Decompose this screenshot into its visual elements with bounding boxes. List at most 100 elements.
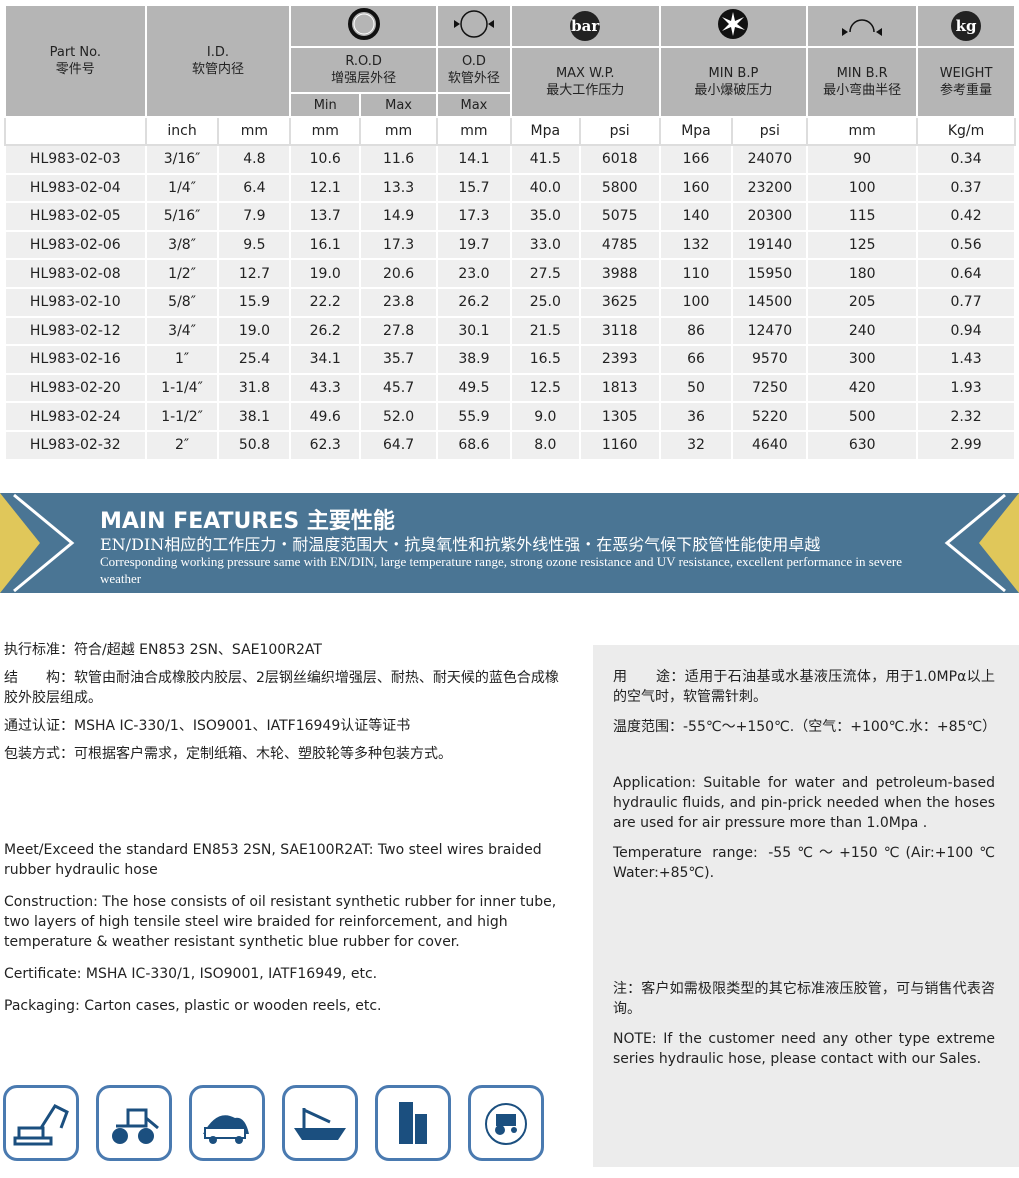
table-row: HL983-02-08 1/2″ 12.7 19.0 20.6 23.0 27.5 3988 1… xyxy=(4,258,1016,289)
value-cell: 180 xyxy=(806,258,919,289)
od-icon xyxy=(435,4,512,48)
value-cell: 6018 xyxy=(578,144,661,175)
application-zh: 用 途：适用于石油基或水基液压流体，用于1.0MPα以上的空气时，软管需针刺。 xyxy=(613,669,995,705)
value-cell: 9.5 xyxy=(217,229,292,261)
value-cell: 3/4″ xyxy=(144,315,220,347)
value-cell: 9570 xyxy=(731,344,809,375)
value-cell: 0.37 xyxy=(916,172,1016,204)
value-cell: 23.8 xyxy=(359,286,438,318)
value-cell: 12470 xyxy=(731,315,809,347)
value-cell: 1-1/2″ xyxy=(144,401,220,432)
unit-cell: Mpa xyxy=(509,116,581,146)
kg-icon: kg xyxy=(916,4,1016,48)
banner-zh: EN/DIN相应的工作压力・耐温度范围大・抗臭氧性和抗紫外线性强・在恶劣气候下胶… xyxy=(100,535,821,554)
spec-en-standard: Meet/Exceed the standard EN853 2SN, SAE1… xyxy=(4,842,542,878)
value-cell: 27.5 xyxy=(509,258,581,289)
value-cell: 5220 xyxy=(731,401,809,432)
value-cell: 26.2 xyxy=(289,315,362,347)
value-cell: 38.1 xyxy=(217,401,292,432)
value-cell: 50.8 xyxy=(217,429,292,461)
value-cell: 4640 xyxy=(731,429,809,461)
value-cell: 21.5 xyxy=(509,315,581,347)
temperature-en: Temperature range: -55℃～+150℃(Air:+100℃ … xyxy=(613,845,995,881)
bend-radius-icon xyxy=(806,4,919,48)
value-cell: 125 xyxy=(806,229,919,261)
part-number-cell: HL983-02-10 xyxy=(4,286,147,318)
value-cell: 4.8 xyxy=(217,144,292,175)
value-cell: 3118 xyxy=(578,315,661,347)
application-icons xyxy=(3,1085,544,1161)
value-cell: 1/4″ xyxy=(144,172,220,204)
unit-cell: Kg/m xyxy=(916,116,1016,146)
value-cell: 420 xyxy=(806,372,919,404)
value-cell: 35.7 xyxy=(359,344,438,375)
value-cell: 1/2″ xyxy=(144,258,220,289)
unit-cell: Mpa xyxy=(658,116,734,146)
note-zh: 注：客户如需极限类型的其它标准液压胶管，可与销售代表咨询。 xyxy=(613,981,995,1017)
value-cell: 166 xyxy=(658,144,734,175)
value-cell: 32 xyxy=(658,429,734,461)
right-panel: 用 途：适用于石油基或水基液压流体，用于1.0MPα以上的空气时，软管需针刺。 … xyxy=(593,645,1019,1167)
value-cell: 140 xyxy=(658,201,734,232)
value-cell: 2″ xyxy=(144,429,220,461)
left-specs: 执行标准：符合/超越 EN853 2SN、SAE100R2AT 结 构：软管由耐… xyxy=(4,640,564,1024)
value-cell: 12.7 xyxy=(217,258,292,289)
value-cell: 49.6 xyxy=(289,401,362,432)
value-cell: 31.8 xyxy=(217,372,292,404)
value-cell: 50 xyxy=(658,372,734,404)
value-cell: 0.94 xyxy=(916,315,1016,347)
building-icon xyxy=(375,1085,451,1161)
value-cell: 27.8 xyxy=(359,315,438,347)
value-cell: 0.64 xyxy=(916,258,1016,289)
value-cell: 40.0 xyxy=(509,172,581,204)
value-cell: 25.0 xyxy=(509,286,581,318)
table-row: HL983-02-05 5/16″ 7.9 13.7 14.9 17.3 35.0 5075 1… xyxy=(4,201,1016,232)
spec-en-certificate: Certificate: MSHA IC-330/1, ISO9001, IAT… xyxy=(4,966,378,982)
value-cell: 14.9 xyxy=(359,201,438,232)
part-number-cell: HL983-02-06 xyxy=(4,229,147,261)
value-cell: 22.2 xyxy=(289,286,362,318)
value-cell: 20.6 xyxy=(359,258,438,289)
value-cell: 7.9 xyxy=(217,201,292,232)
header-max: Max xyxy=(359,92,438,118)
part-number-cell: HL983-02-32 xyxy=(4,429,147,461)
value-cell: 15.7 xyxy=(435,172,512,204)
value-cell: 3/8″ xyxy=(144,229,220,261)
header-weight: WEIGHT 参考重量 xyxy=(916,46,1016,118)
main-features-banner: MAIN FEATURES 主要性能 EN/DIN相应的工作压力・耐温度范围大・… xyxy=(0,493,1019,593)
value-cell: 36 xyxy=(658,401,734,432)
value-cell: 66 xyxy=(658,344,734,375)
value-cell: 300 xyxy=(806,344,919,375)
value-cell: 49.5 xyxy=(435,372,512,404)
part-number-cell: HL983-02-24 xyxy=(4,401,147,432)
value-cell: 38.9 xyxy=(435,344,512,375)
part-number-cell: HL983-02-16 xyxy=(4,344,147,375)
table-row: HL983-02-12 3/4″ 19.0 26.2 27.8 30.1 21.5 3118 8… xyxy=(4,315,1016,347)
spec-table: Part No. 零件号 I.D. 软管内径 bar kg R.O.D 增强层外径 O… xyxy=(4,4,1016,461)
table-row: HL983-02-20 1-1/4″ 31.8 43.3 45.7 49.5 12.5 181… xyxy=(4,372,1016,404)
value-cell: 14.1 xyxy=(435,144,512,175)
header-id: I.D. 软管内径 xyxy=(144,4,292,118)
value-cell: 240 xyxy=(806,315,919,347)
value-cell: 1″ xyxy=(144,344,220,375)
truck-icon xyxy=(189,1085,265,1161)
value-cell: 10.6 xyxy=(289,144,362,175)
value-cell: 17.3 xyxy=(359,229,438,261)
spec-zh-construction: 结 构：软管由耐油合成橡胶内胶层、2层钢丝编织增强层、耐热、耐天候的蓝色合成橡胶… xyxy=(4,670,559,706)
value-cell: 5/16″ xyxy=(144,201,220,232)
spec-zh-standard: 执行标准：符合/超越 EN853 2SN、SAE100R2AT xyxy=(4,642,322,658)
excavator-icon xyxy=(3,1085,79,1161)
value-cell: 12.5 xyxy=(509,372,581,404)
value-cell: 1160 xyxy=(578,429,661,461)
value-cell: 2.99 xyxy=(916,429,1016,461)
part-number-cell: HL983-02-05 xyxy=(4,201,147,232)
table-row: HL983-02-16 1″ 25.4 34.1 35.7 38.9 16.5 2393 66 9… xyxy=(4,344,1016,375)
value-cell: 52.0 xyxy=(359,401,438,432)
part-number-cell: HL983-02-20 xyxy=(4,372,147,404)
value-cell: 23.0 xyxy=(435,258,512,289)
value-cell: 90 xyxy=(806,144,919,175)
value-cell: 15.9 xyxy=(217,286,292,318)
value-cell: 11.6 xyxy=(359,144,438,175)
value-cell: 55.9 xyxy=(435,401,512,432)
value-cell: 26.2 xyxy=(435,286,512,318)
